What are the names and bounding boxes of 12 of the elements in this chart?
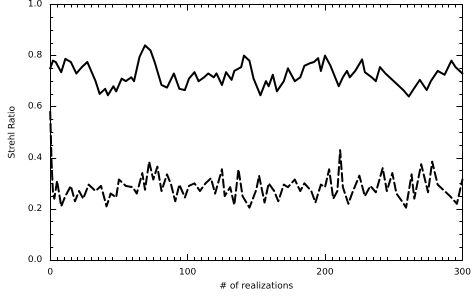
y-tick-label: 0.0	[28, 255, 42, 265]
x-axis-title: # of realizations	[219, 281, 294, 292]
x-tick-label: 300	[454, 268, 472, 278]
y-tick-label: 0.2	[28, 204, 42, 214]
x-tick-label: 200	[316, 268, 334, 278]
y-tick-label: 0.8	[28, 50, 42, 61]
x-tick-label: 0	[47, 268, 54, 278]
y-tick-label: 1.0	[28, 0, 42, 10]
x-tick-label: 100	[179, 268, 196, 278]
y-tick-label: 0.6	[28, 102, 42, 112]
y-tick-label: 0.4	[28, 152, 42, 163]
y-axis-title: Strehl Ratio	[8, 106, 18, 158]
